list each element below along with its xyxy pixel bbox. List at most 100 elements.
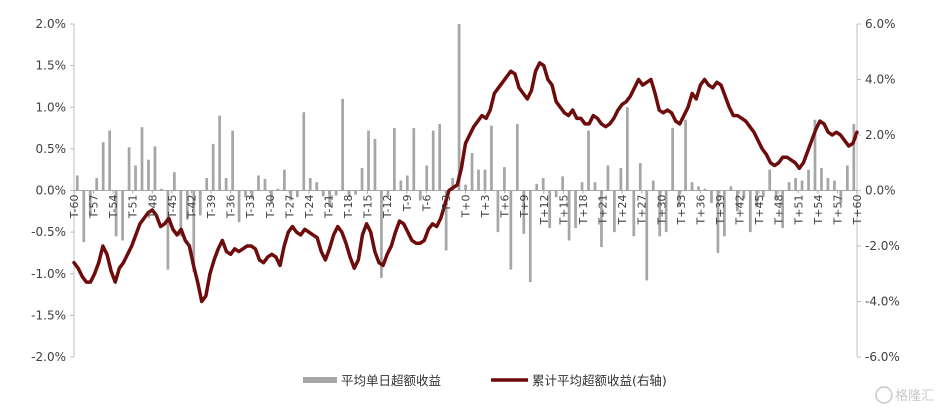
- bar: [710, 190, 713, 203]
- bar: [367, 130, 370, 191]
- bar: [528, 190, 532, 283]
- bar: [535, 183, 539, 191]
- bar: [541, 178, 545, 191]
- bar: [289, 190, 293, 201]
- bar: [794, 178, 797, 191]
- bar: [697, 186, 700, 191]
- bar: [88, 190, 92, 216]
- bar: [166, 190, 170, 270]
- left-tick-label: 1.5%: [36, 59, 67, 73]
- bar: [632, 190, 636, 237]
- bar: [121, 190, 124, 241]
- bar: [729, 186, 733, 191]
- bar: [108, 130, 112, 191]
- line-series: [72, 61, 859, 304]
- bar: [690, 182, 694, 191]
- x-tick-label: T+6: [499, 195, 512, 219]
- x-tick-label: T-9: [401, 195, 414, 213]
- bar: [664, 190, 668, 233]
- x-tick-label: T+3: [479, 195, 492, 219]
- left-tick-label: -1.5%: [31, 308, 66, 322]
- bar: [748, 190, 752, 233]
- bar: [457, 24, 461, 191]
- x-tick-label: T+21: [597, 195, 610, 226]
- bar: [846, 165, 849, 191]
- bar: [425, 165, 429, 191]
- watermark-text: 格隆汇: [895, 388, 934, 404]
- bar: [444, 190, 448, 251]
- bar: [412, 128, 416, 191]
- legend: 平均单日超额收益 累计平均超额收益(右轴): [303, 373, 667, 388]
- bar: [658, 190, 662, 237]
- bar: [852, 123, 856, 191]
- bar: [483, 169, 487, 191]
- x-tick-label: T+60: [851, 195, 864, 226]
- bar: [677, 190, 681, 208]
- x-tick-label: T+0: [460, 195, 473, 219]
- left-tick-label: 1.0%: [36, 100, 67, 114]
- bar: [114, 190, 118, 237]
- x-tick-label: T-15: [362, 195, 375, 220]
- bar: [470, 153, 474, 191]
- bar: [315, 182, 319, 191]
- right-tick-label: 2.0%: [865, 128, 896, 142]
- bar: [218, 115, 222, 191]
- bar: [761, 190, 765, 198]
- x-tick-label: T-42: [185, 195, 198, 220]
- bar: [807, 169, 810, 191]
- bar: [354, 190, 357, 195]
- bar: [95, 178, 99, 191]
- bar: [554, 190, 558, 198]
- left-tick-label: 0.5%: [36, 142, 67, 156]
- bar: [490, 125, 493, 191]
- bar: [205, 178, 209, 191]
- bar: [270, 190, 273, 203]
- bar: [140, 127, 144, 191]
- right-tick-label: 4.0%: [865, 73, 896, 87]
- bar: [587, 130, 590, 191]
- right-tick-label: 6.0%: [865, 17, 896, 31]
- x-tick-label: T-18: [342, 195, 355, 220]
- bar: [451, 178, 454, 191]
- left-tick-label: 0.0%: [36, 184, 67, 198]
- bar: [211, 143, 215, 191]
- x-axis-ticks: T-60 T-57 T-54 T-51 T-48 T-45 T-42 T-39 T-36 T-33…: [68, 190, 864, 226]
- bar: [173, 172, 176, 191]
- bar: [787, 182, 791, 191]
- x-tick-label: T+57: [831, 195, 844, 226]
- bar: [477, 169, 480, 191]
- bar: [147, 159, 150, 191]
- legend-bar-label: 平均单日超额收益: [341, 373, 441, 388]
- left-axis-ticks: 2.0% 1.5% 1.0% 0.5% 0.0% -0.5% -1.0% -1.5% -2.0%: [31, 17, 74, 364]
- bar: [192, 190, 196, 273]
- legend-line-label: 累计平均超额收益(右轴): [532, 373, 667, 388]
- bar: [237, 190, 241, 223]
- bar: [561, 176, 564, 191]
- bar: [833, 180, 836, 191]
- bar: [101, 142, 105, 191]
- bar: [684, 119, 687, 191]
- bar: [276, 188, 280, 191]
- bar: [198, 190, 202, 216]
- left-tick-label: -2.0%: [31, 350, 66, 364]
- bar: [839, 190, 843, 203]
- x-tick-label: T+45: [753, 195, 766, 226]
- bar: [302, 112, 306, 191]
- bar: [360, 168, 364, 191]
- bar: [393, 128, 396, 191]
- bar: [341, 98, 344, 191]
- bar: [283, 169, 286, 191]
- x-tick-label: T-30: [264, 195, 277, 220]
- cumulative-line: [72, 61, 859, 304]
- right-tick-label: -6.0%: [865, 350, 900, 364]
- bar: [723, 190, 726, 237]
- right-tick-label: 0.0%: [865, 184, 896, 198]
- left-tick-label: 2.0%: [36, 17, 67, 31]
- legend-bar-swatch: [303, 377, 337, 383]
- bar: [127, 147, 131, 191]
- bar: [231, 130, 234, 191]
- bar: [567, 190, 571, 241]
- bar: [328, 190, 332, 208]
- bar: [160, 188, 163, 191]
